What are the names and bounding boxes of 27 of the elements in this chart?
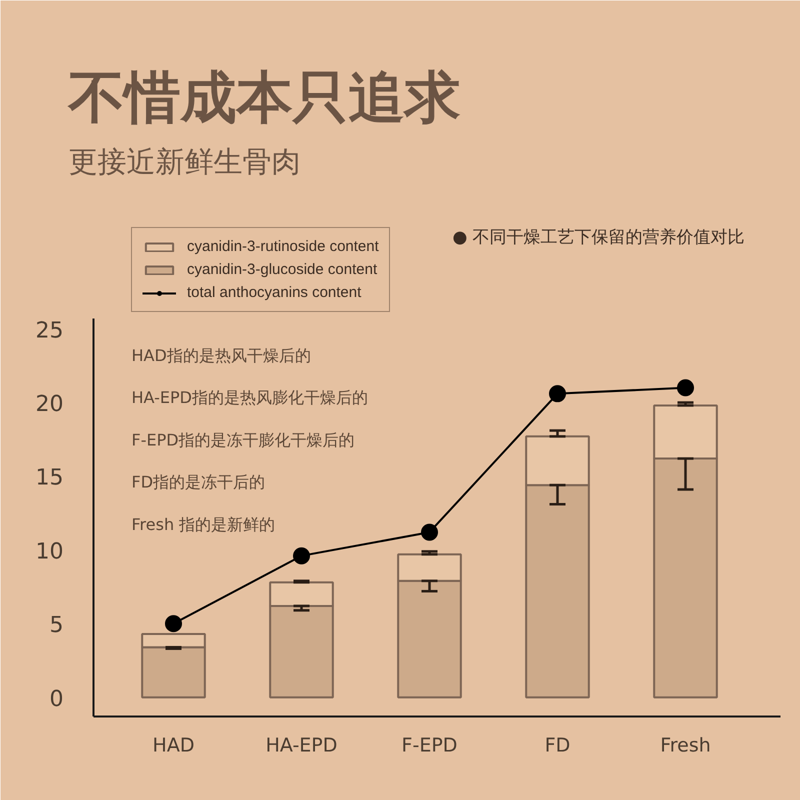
annotation: HAD指的是热风干燥后的	[132, 346, 311, 365]
y-tick-label: 0	[50, 686, 64, 712]
chart-title: 不惜成本只追求	[66, 66, 460, 130]
annotation: HA-EPD指的是热风膨化干燥后的	[132, 388, 368, 408]
x-tick-label: HAD	[152, 734, 194, 756]
y-tick-label: 5	[50, 613, 64, 638]
x-tick-label: HA-EPD	[266, 734, 338, 756]
legend-label: total anthocyanins content	[187, 284, 362, 301]
y-tick-label: 25	[36, 318, 64, 344]
chart-subtitle: 更接近新鲜生骨肉	[68, 144, 300, 178]
point	[549, 385, 566, 402]
legend-label: cyanidin-3-rutinoside content	[187, 238, 379, 255]
x-tick-label: F-EPD	[402, 734, 458, 756]
point	[293, 547, 310, 564]
point	[677, 379, 694, 396]
x-tick-label: FD	[544, 734, 570, 756]
y-tick-label: 15	[36, 466, 64, 491]
point	[165, 615, 182, 632]
text: ● 不同干燥工艺下保留的营养价值对比	[452, 228, 745, 248]
annotation: Fresh 指的是新鲜的	[132, 514, 276, 534]
y-tick-label: 20	[36, 392, 64, 418]
annotation: F-EPD指的是冻干膨化干燥后的	[132, 430, 355, 450]
x-tick-label: Fresh	[660, 734, 711, 756]
y-tick-label: 10	[36, 539, 64, 564]
point	[421, 524, 438, 541]
annotation: FD指的是冻干后的	[132, 472, 266, 492]
legend-label: cyanidin-3-glucoside content	[187, 261, 378, 278]
